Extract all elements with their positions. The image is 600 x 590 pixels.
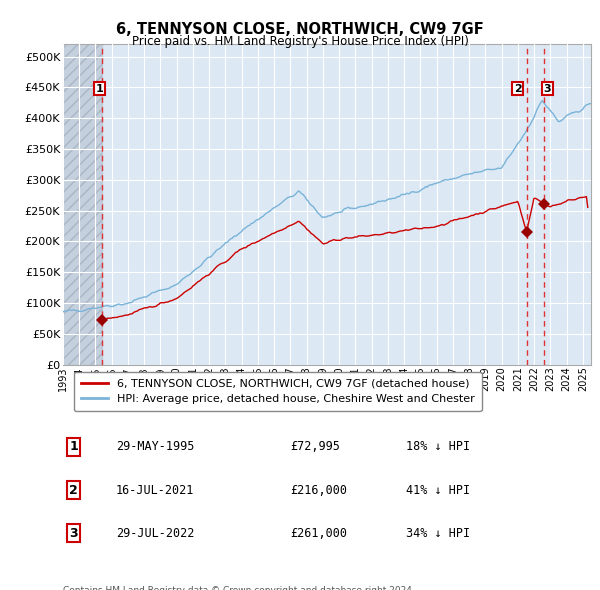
Text: £216,000: £216,000 bbox=[290, 484, 347, 497]
Text: 3: 3 bbox=[544, 84, 551, 94]
Text: 29-MAY-1995: 29-MAY-1995 bbox=[116, 440, 194, 453]
Bar bbox=[63, 44, 103, 365]
Text: 2: 2 bbox=[514, 84, 521, 94]
Text: 3: 3 bbox=[69, 527, 78, 540]
Text: 2: 2 bbox=[69, 484, 78, 497]
Text: £261,000: £261,000 bbox=[290, 527, 347, 540]
Legend: 6, TENNYSON CLOSE, NORTHWICH, CW9 7GF (detached house), HPI: Average price, deta: 6, TENNYSON CLOSE, NORTHWICH, CW9 7GF (d… bbox=[74, 372, 482, 411]
Text: 34% ↓ HPI: 34% ↓ HPI bbox=[406, 527, 470, 540]
Text: 1: 1 bbox=[69, 440, 78, 453]
Text: Price paid vs. HM Land Registry's House Price Index (HPI): Price paid vs. HM Land Registry's House … bbox=[131, 35, 469, 48]
Text: 16-JUL-2021: 16-JUL-2021 bbox=[116, 484, 194, 497]
Text: Contains HM Land Registry data © Crown copyright and database right 2024.: Contains HM Land Registry data © Crown c… bbox=[63, 586, 415, 590]
Text: 1: 1 bbox=[95, 84, 103, 94]
Text: 29-JUL-2022: 29-JUL-2022 bbox=[116, 527, 194, 540]
Text: 6, TENNYSON CLOSE, NORTHWICH, CW9 7GF: 6, TENNYSON CLOSE, NORTHWICH, CW9 7GF bbox=[116, 22, 484, 37]
Text: 41% ↓ HPI: 41% ↓ HPI bbox=[406, 484, 470, 497]
Text: 18% ↓ HPI: 18% ↓ HPI bbox=[406, 440, 470, 453]
Bar bbox=[63, 44, 103, 365]
Text: £72,995: £72,995 bbox=[290, 440, 340, 453]
